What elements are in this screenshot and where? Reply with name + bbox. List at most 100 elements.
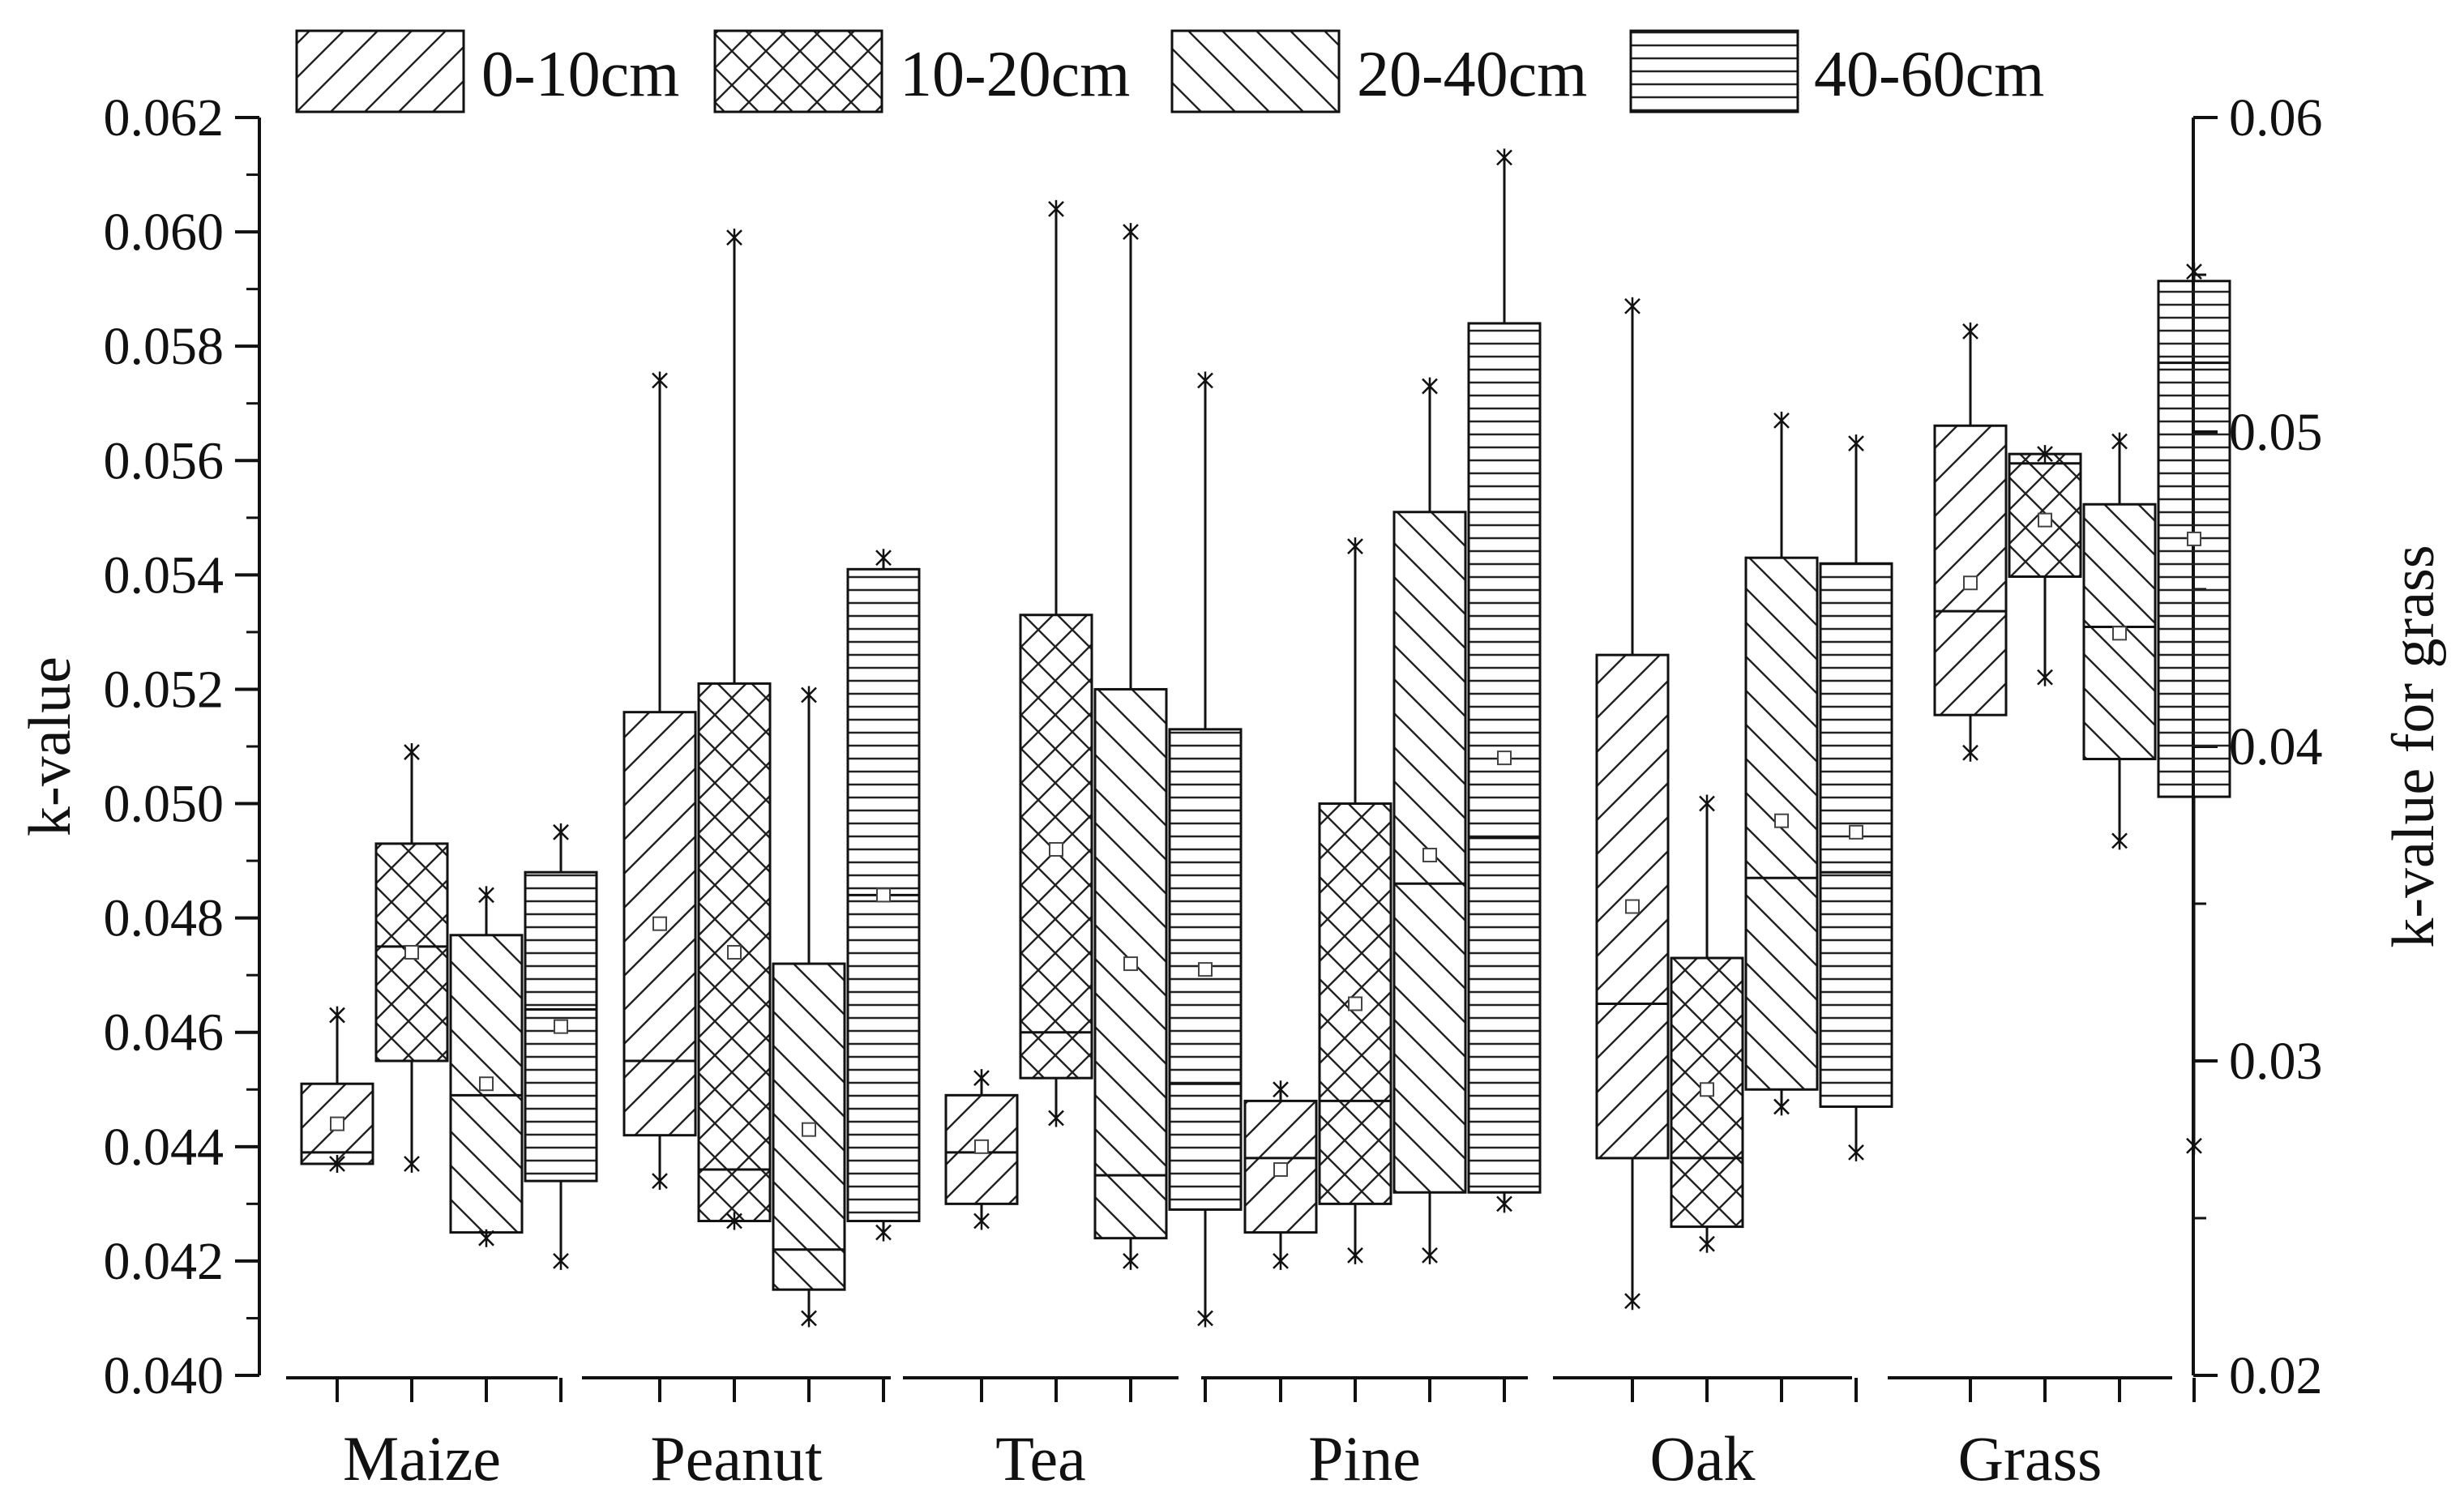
y-tick-label: 0.044 bbox=[104, 1118, 225, 1177]
box-grass-0-10cm bbox=[1933, 322, 2008, 762]
y-tick-label: 0.054 bbox=[104, 545, 225, 605]
legend: 0-10cm 10-20cm 20-40cm 40-60cm bbox=[295, 29, 2044, 113]
min-marker bbox=[404, 1154, 420, 1173]
legend-label-20-40cm: 20-40cm bbox=[1357, 39, 1587, 110]
category-label: Tea bbox=[995, 1423, 1085, 1494]
box-tea-0-10cm bbox=[944, 1069, 1019, 1230]
min-marker bbox=[726, 1212, 742, 1230]
mean-marker bbox=[802, 1122, 816, 1137]
mean-marker bbox=[554, 1019, 568, 1034]
max-marker bbox=[875, 549, 892, 567]
box-tea-20-40cm bbox=[1093, 223, 1168, 1270]
max-marker bbox=[1422, 377, 1438, 396]
min-marker bbox=[329, 1154, 345, 1173]
max-marker bbox=[329, 1006, 345, 1024]
category-axis: Maize Peanut Tea Pine Oak Grass bbox=[286, 1376, 2196, 1494]
y-tick-label: 0.056 bbox=[104, 431, 225, 490]
y-tick-label: 0.060 bbox=[104, 203, 225, 262]
min-marker bbox=[478, 1229, 494, 1247]
box-tea-10-20cm bbox=[1019, 199, 1093, 1127]
max-marker bbox=[1773, 411, 1790, 430]
mean-marker bbox=[876, 887, 891, 903]
y-tick-label: 0.052 bbox=[104, 660, 225, 719]
mean-marker bbox=[1849, 824, 1863, 840]
max-marker bbox=[2037, 445, 2053, 464]
right-y-axis-ticks: 0.02 0.03 0.04 0.05 0.06 bbox=[2193, 88, 2323, 1405]
min-marker bbox=[801, 1309, 817, 1328]
min-marker bbox=[1848, 1143, 1864, 1161]
min-marker bbox=[652, 1172, 668, 1191]
min-marker bbox=[1123, 1251, 1139, 1270]
legend-label-0-10cm: 0-10cm bbox=[481, 39, 679, 110]
min-marker bbox=[1773, 1097, 1790, 1116]
box-pine-40-60cm bbox=[1467, 148, 1542, 1213]
mean-marker bbox=[479, 1076, 494, 1092]
box-grass-20-40cm bbox=[2082, 432, 2157, 850]
category-label: Peanut bbox=[650, 1423, 823, 1494]
legend-item-0-10cm: 0-10cm bbox=[295, 29, 679, 113]
max-marker bbox=[2186, 263, 2202, 281]
legend-item-20-40cm: 20-40cm bbox=[1170, 29, 1587, 113]
box-series bbox=[300, 148, 2231, 1328]
box-peanut-10-20cm bbox=[697, 229, 772, 1230]
box-maize-40-60cm bbox=[524, 823, 598, 1270]
mean-marker bbox=[1625, 899, 1640, 914]
box-oak-40-60cm bbox=[1819, 434, 1893, 1161]
min-marker bbox=[1347, 1246, 1363, 1264]
min-marker bbox=[1048, 1109, 1064, 1127]
mean-marker bbox=[1273, 1162, 1288, 1178]
category-label: Pine bbox=[1308, 1423, 1421, 1494]
min-marker bbox=[2111, 832, 2128, 850]
max-marker bbox=[1496, 148, 1512, 167]
y-tick-label: 0.040 bbox=[104, 1346, 225, 1405]
box-grass-10-20cm bbox=[2008, 445, 2082, 686]
right-y-tick-label: 0.05 bbox=[2229, 403, 2323, 462]
max-marker bbox=[1048, 199, 1064, 218]
max-marker bbox=[1699, 794, 1715, 813]
category-label: Maize bbox=[343, 1423, 501, 1494]
mean-marker bbox=[1049, 841, 1063, 857]
mean-marker bbox=[2187, 531, 2201, 546]
y-tick-label: 0.042 bbox=[104, 1232, 225, 1291]
legend-label-40-60cm: 40-60cm bbox=[1814, 39, 2044, 110]
mean-marker bbox=[1774, 813, 1789, 828]
right-y-tick-label: 0.03 bbox=[2229, 1032, 2323, 1091]
min-marker bbox=[1422, 1246, 1438, 1264]
y-axis-title: k-value bbox=[17, 656, 83, 836]
box-oak-10-20cm bbox=[1670, 794, 1744, 1253]
category-label: Oak bbox=[1650, 1423, 1756, 1494]
legend-swatch-10-20cm bbox=[713, 29, 883, 113]
legend-item-10-20cm: 10-20cm bbox=[713, 29, 1130, 113]
min-marker bbox=[973, 1212, 990, 1230]
max-marker bbox=[1624, 297, 1641, 315]
box-maize-0-10cm bbox=[300, 1006, 374, 1173]
box-iqr bbox=[1933, 424, 2008, 716]
mean-marker bbox=[330, 1116, 344, 1131]
box-iqr bbox=[2082, 502, 2157, 761]
box-oak-20-40cm bbox=[1744, 411, 1819, 1116]
min-marker bbox=[553, 1251, 569, 1270]
box-grass-40-60cm bbox=[2157, 263, 2231, 1155]
max-marker bbox=[801, 686, 817, 704]
y-tick-label: 0.050 bbox=[104, 775, 225, 834]
mean-marker bbox=[1422, 848, 1437, 863]
legend-label-10-20cm: 10-20cm bbox=[900, 39, 1130, 110]
legend-item-40-60cm: 40-60cm bbox=[1629, 29, 2044, 113]
min-marker bbox=[875, 1223, 892, 1242]
legend-swatch-20-40cm bbox=[1170, 29, 1341, 113]
mean-marker bbox=[404, 944, 419, 960]
mean-marker bbox=[1497, 750, 1512, 766]
max-marker bbox=[2111, 432, 2128, 451]
right-y-tick-label: 0.06 bbox=[2229, 88, 2323, 148]
category-label: Grass bbox=[1958, 1423, 2103, 1494]
y-tick-label: 0.046 bbox=[104, 1003, 225, 1063]
max-marker bbox=[404, 743, 420, 762]
max-marker bbox=[1347, 537, 1363, 556]
max-marker bbox=[1123, 223, 1139, 242]
y-tick-label: 0.048 bbox=[104, 889, 225, 948]
max-marker bbox=[1273, 1080, 1289, 1099]
box-peanut-20-40cm bbox=[772, 686, 846, 1328]
min-marker bbox=[2186, 1136, 2202, 1155]
mean-marker bbox=[1700, 1082, 1714, 1097]
mean-marker bbox=[1348, 996, 1362, 1011]
